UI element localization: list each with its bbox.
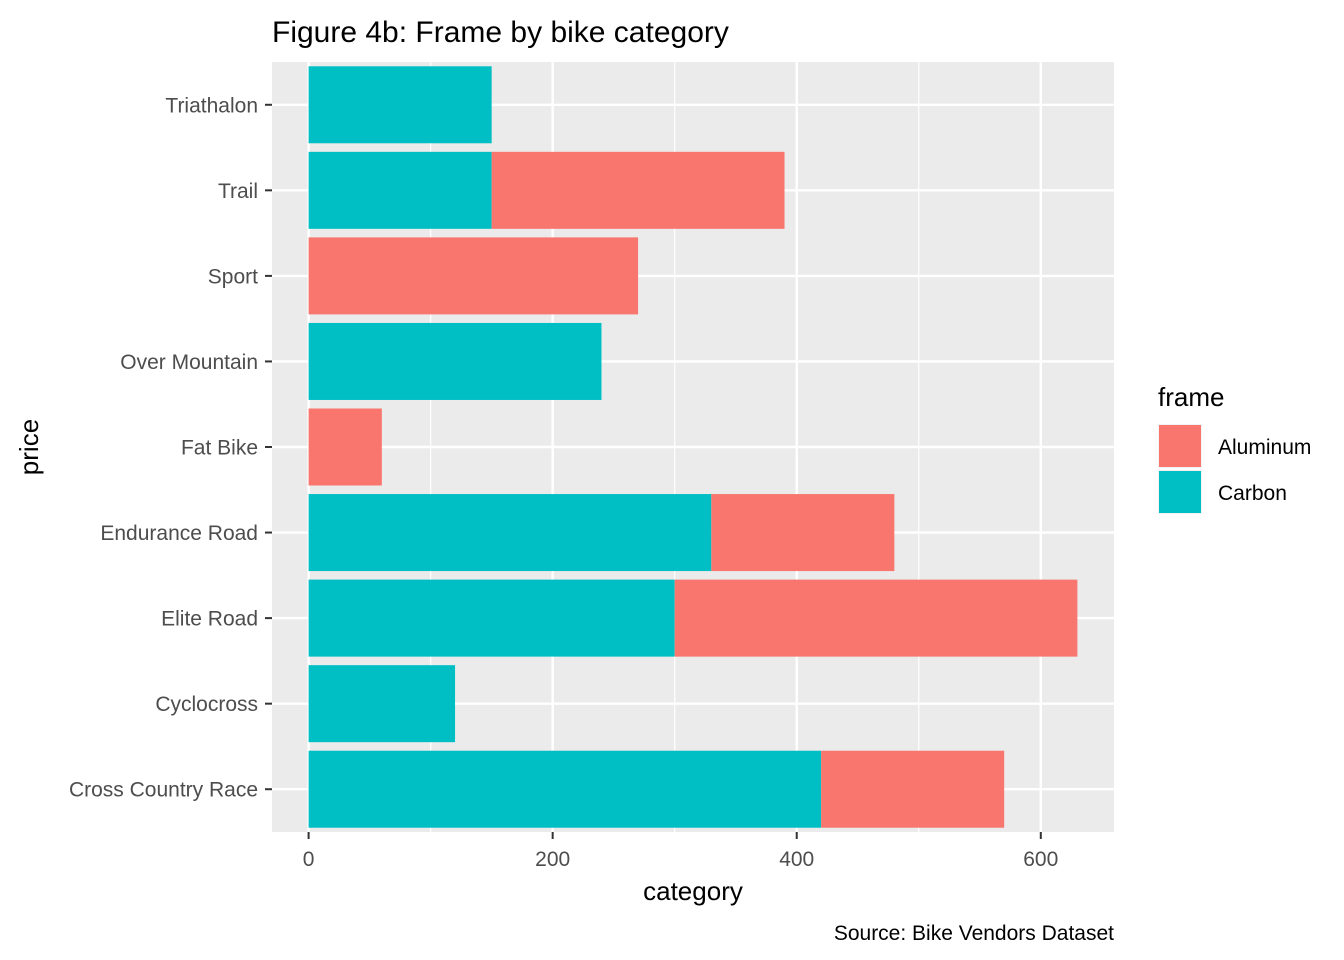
legend-label-carbon: Carbon <box>1218 482 1287 505</box>
y-tick-label: Endurance Road <box>100 522 258 545</box>
bar-aluminum-fat-bike <box>308 408 382 486</box>
bars <box>308 66 1078 828</box>
x-axis: 0 200 400 600 <box>303 832 1058 871</box>
bar-carbon-cyclocross <box>308 665 456 743</box>
bar-aluminum-sport <box>308 237 639 315</box>
bar-carbon-trail <box>308 151 492 229</box>
x-tick-label: 0 <box>303 848 315 871</box>
x-axis-title: category <box>643 876 743 906</box>
legend-title: frame <box>1158 382 1224 412</box>
bar-carbon-over-mountain <box>308 322 602 400</box>
legend-swatch-carbon <box>1159 471 1201 513</box>
legend-label-aluminum: Aluminum <box>1218 436 1311 459</box>
legend-items: Aluminum Carbon <box>1158 424 1311 514</box>
bar-aluminum-elite-road <box>674 579 1078 657</box>
y-tick-label: Cyclocross <box>155 693 258 716</box>
x-tick-label: 200 <box>535 848 570 871</box>
y-tick-label: Triathalon <box>165 94 258 117</box>
bar-aluminum-endurance-road <box>711 494 895 572</box>
y-tick-label: Sport <box>208 265 258 288</box>
y-tick-label: Fat Bike <box>181 437 258 460</box>
legend: frame Aluminum Carbon <box>1158 382 1311 514</box>
legend-swatch-aluminum <box>1159 425 1201 467</box>
y-tick-label: Over Mountain <box>120 351 258 374</box>
y-axis: Cross Country Race Cyclocross Elite Road En… <box>69 94 272 802</box>
bar-carbon-elite-road <box>308 579 675 657</box>
bar-carbon-endurance-road <box>308 494 712 572</box>
y-tick-label: Cross Country Race <box>69 779 258 802</box>
x-tick-label: 400 <box>779 848 814 871</box>
chart-title: Figure 4b: Frame by bike category <box>272 16 729 49</box>
caption: Source: Bike Vendors Dataset <box>834 922 1114 945</box>
bar-carbon-cross-country-race <box>308 750 822 828</box>
y-tick-label: Trail <box>218 180 258 203</box>
y-axis-title: price <box>14 419 44 475</box>
y-tick-label: Elite Road <box>161 608 258 631</box>
x-tick-label: 600 <box>1023 848 1058 871</box>
bar-aluminum-cross-country-race <box>821 750 1005 828</box>
bar-carbon-triathalon <box>308 66 492 144</box>
bar-aluminum-trail <box>491 151 785 229</box>
